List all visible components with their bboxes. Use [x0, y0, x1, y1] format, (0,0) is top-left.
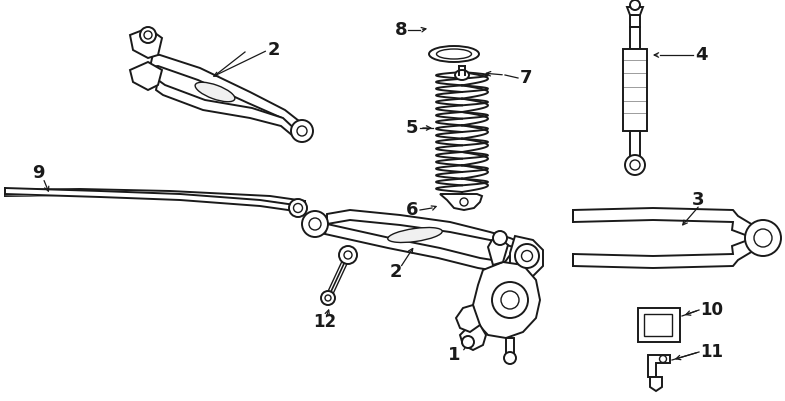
Bar [630, 27, 640, 49]
Polygon shape [630, 15, 640, 27]
Ellipse shape [195, 82, 235, 102]
Polygon shape [650, 377, 662, 391]
Circle shape [501, 291, 519, 309]
Polygon shape [130, 62, 162, 90]
Text: 7: 7 [520, 69, 532, 87]
Ellipse shape [436, 49, 472, 59]
Circle shape [460, 198, 468, 206]
Circle shape [630, 160, 640, 170]
Circle shape [309, 218, 321, 230]
Polygon shape [456, 305, 480, 332]
Text: 12: 12 [313, 313, 337, 331]
Polygon shape [648, 355, 670, 377]
Circle shape [291, 120, 313, 142]
Circle shape [289, 199, 307, 217]
Polygon shape [510, 236, 543, 276]
Polygon shape [150, 54, 299, 133]
Circle shape [625, 155, 645, 175]
Circle shape [297, 126, 307, 136]
Circle shape [754, 229, 772, 247]
Polygon shape [440, 194, 482, 210]
Polygon shape [156, 80, 299, 141]
Circle shape [302, 211, 328, 237]
Circle shape [515, 244, 539, 268]
Polygon shape [488, 238, 508, 265]
Text: 11: 11 [700, 343, 723, 361]
Polygon shape [130, 28, 162, 58]
Circle shape [745, 220, 781, 256]
Circle shape [339, 246, 357, 264]
Text: 6: 6 [406, 201, 418, 219]
Bar [644, 314, 672, 336]
Polygon shape [473, 262, 540, 338]
Circle shape [504, 352, 516, 364]
Text: 8: 8 [394, 21, 407, 39]
Text: 1: 1 [447, 346, 460, 364]
Bar [506, 338, 514, 356]
Circle shape [492, 282, 528, 318]
Circle shape [493, 231, 507, 245]
Text: 9: 9 [31, 164, 44, 182]
Circle shape [630, 0, 640, 10]
Text: 5: 5 [406, 119, 418, 137]
Circle shape [344, 251, 352, 259]
Ellipse shape [455, 70, 469, 80]
Text: 3: 3 [692, 191, 704, 209]
Bar [623, 49, 647, 131]
Circle shape [294, 203, 302, 213]
Text: 10: 10 [700, 301, 723, 319]
Polygon shape [627, 7, 643, 15]
Bar [630, 131, 640, 161]
Text: 4: 4 [695, 46, 707, 64]
Circle shape [462, 336, 474, 348]
Circle shape [521, 251, 532, 261]
Polygon shape [573, 208, 758, 268]
Circle shape [321, 291, 335, 305]
Polygon shape [327, 210, 515, 248]
Bar [638, 308, 680, 342]
Text: 2: 2 [268, 41, 280, 59]
Ellipse shape [429, 46, 479, 62]
Circle shape [659, 356, 666, 363]
Polygon shape [325, 224, 515, 272]
Polygon shape [460, 322, 486, 350]
Ellipse shape [388, 227, 442, 243]
Text: c: c [655, 318, 663, 332]
Circle shape [144, 31, 152, 39]
Text: 2: 2 [389, 263, 402, 281]
Circle shape [140, 27, 156, 43]
Circle shape [325, 295, 331, 301]
